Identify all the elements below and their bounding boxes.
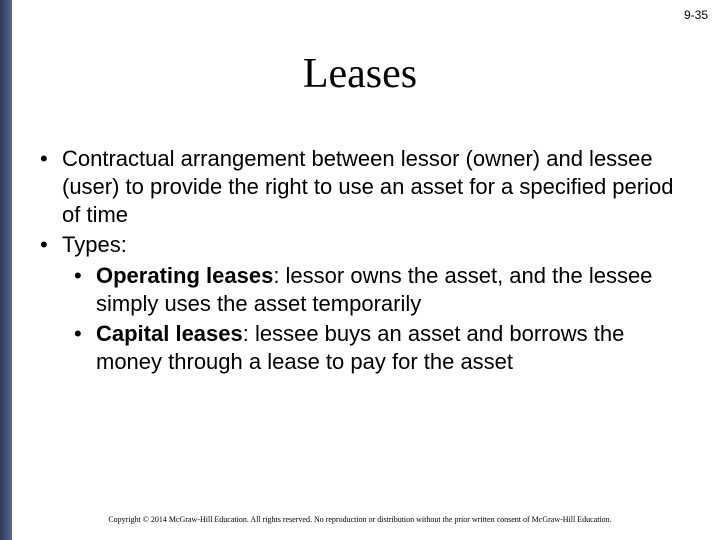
slide-content: Contractual arrangement between lessor (… (36, 145, 690, 378)
slide-number: 9-35 (684, 8, 708, 22)
bullet-item: Types: Operating leases: lessor owns the… (36, 231, 690, 376)
bullet-text: Types: (62, 232, 127, 257)
copyright-footer: Copyright © 2014 McGraw-Hill Education. … (0, 515, 720, 524)
sub-bullet-bold: Operating leases (96, 263, 273, 288)
sub-bullet-item: Operating leases: lessor owns the asset,… (70, 262, 690, 318)
sub-bullet-bold: Capital leases (96, 321, 243, 346)
bullet-text: Contractual arrangement between lessor (… (62, 146, 673, 227)
slide-title: Leases (0, 50, 720, 98)
sub-bullet-item: Capital leases: lessee buys an asset and… (70, 320, 690, 376)
bullet-item: Contractual arrangement between lessor (… (36, 145, 690, 229)
